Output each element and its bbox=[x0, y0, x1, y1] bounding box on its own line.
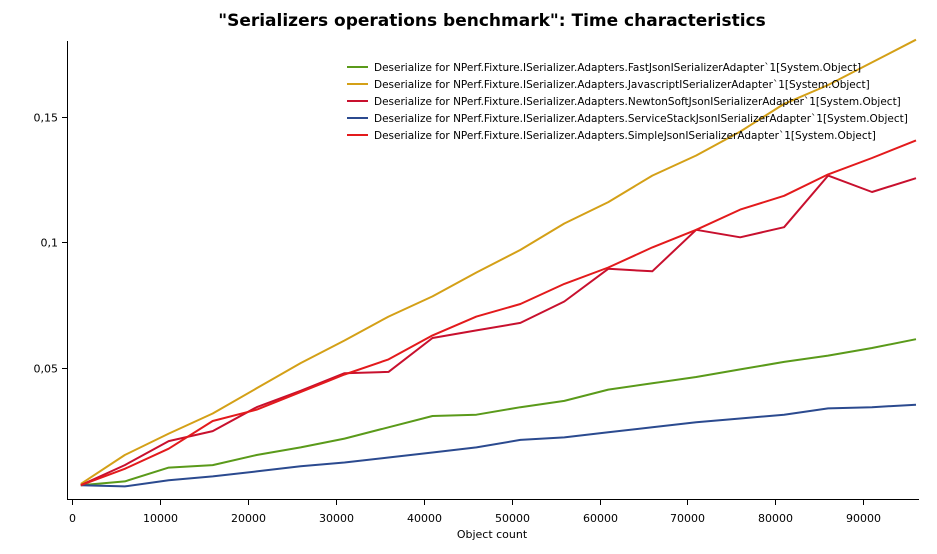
series-line-4 bbox=[80, 403, 917, 488]
legend-label: Deserialize for NPerf.Fixture.ISerialize… bbox=[374, 79, 870, 91]
x-tick-label: 30000 bbox=[319, 512, 354, 525]
series-line-5 bbox=[80, 139, 917, 487]
y-tick-label: 0,05 bbox=[34, 363, 59, 376]
x-tick-label: 20000 bbox=[231, 512, 266, 525]
series-line-1 bbox=[80, 338, 917, 487]
x-tick-label: 0 bbox=[69, 512, 76, 525]
chart-title: "Serializers operations benchmark": Time… bbox=[218, 11, 766, 31]
x-tick-label: 80000 bbox=[758, 512, 793, 525]
legend-label: Deserialize for NPerf.Fixture.ISerialize… bbox=[374, 130, 876, 142]
legend: Deserialize for NPerf.Fixture.ISerialize… bbox=[347, 62, 908, 142]
y-tick-label: 0,1 bbox=[41, 237, 59, 250]
x-tick-label: 60000 bbox=[583, 512, 618, 525]
series-line-2 bbox=[80, 38, 917, 485]
legend-label: Deserialize for NPerf.Fixture.ISerialize… bbox=[374, 113, 908, 125]
x-tick-label: 50000 bbox=[495, 512, 530, 525]
x-tick-label: 40000 bbox=[407, 512, 442, 525]
legend-label: Deserialize for NPerf.Fixture.ISerialize… bbox=[374, 96, 901, 108]
x-tick-label: 10000 bbox=[143, 512, 178, 525]
y-tick-label: 0,15 bbox=[34, 112, 59, 125]
x-tick-label: 90000 bbox=[846, 512, 881, 525]
plot-area bbox=[67, 41, 919, 500]
legend-label: Deserialize for NPerf.Fixture.ISerialize… bbox=[374, 62, 861, 74]
y-ticks: 0,05 0,1 0,15 bbox=[34, 112, 67, 376]
series-line-3 bbox=[80, 174, 917, 487]
x-tick-label: 70000 bbox=[670, 512, 705, 525]
x-ticks: 0 10000 20000 30000 40000 50000 60000 70000 8000… bbox=[69, 500, 881, 525]
x-axis-label: Object count bbox=[457, 528, 528, 541]
series-group bbox=[80, 38, 917, 488]
